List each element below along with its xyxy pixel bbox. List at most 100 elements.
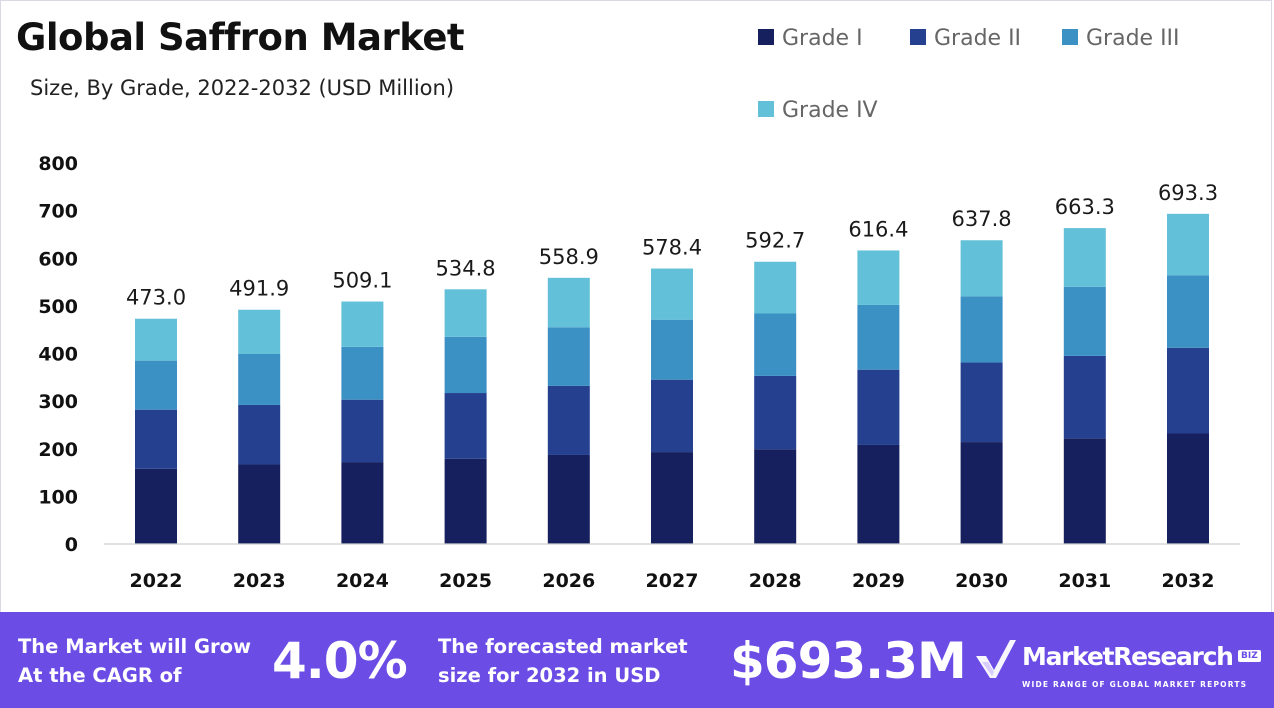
bar-segment-grade-i <box>1167 433 1209 544</box>
y-tick-label: 100 <box>38 486 78 508</box>
y-tick-label: 600 <box>38 248 78 270</box>
forecast-label: The forecasted market size for 2032 in U… <box>438 632 688 690</box>
bar-segment-grade-iv <box>960 240 1003 297</box>
bar-segment-grade-iii <box>1063 286 1106 356</box>
bar-segment-grade-iv <box>238 309 281 354</box>
cagr-label-line2: At the CAGR of <box>18 664 182 687</box>
bar-segment-grade-iv <box>135 318 177 361</box>
bar-segment-grade-i <box>960 442 1003 544</box>
brand-tagline: WIDE RANGE OF GLOBAL MARKET REPORTS <box>1022 680 1248 689</box>
bar-segment-grade-iii <box>754 313 797 376</box>
bar-total-label: 473.0 <box>126 286 186 310</box>
bar-total-label: 578.4 <box>642 236 702 260</box>
bar-segment-grade-ii <box>960 362 1003 443</box>
bar-total-label: 693.3 <box>1158 181 1218 205</box>
bar-segment-grade-i <box>238 464 281 544</box>
x-tick-label: 2026 <box>542 570 595 592</box>
bar-total-label: 592.7 <box>745 229 805 253</box>
bar-segment-grade-ii <box>341 399 384 463</box>
chart-subtitle: Size, By Grade, 2022-2032 (USD Million) <box>30 76 455 100</box>
y-tick-label: 200 <box>38 439 78 461</box>
bar-total-label: 663.3 <box>1055 195 1115 219</box>
y-tick-label: 400 <box>38 344 78 366</box>
x-tick-label: 2027 <box>646 570 699 592</box>
legend-swatch <box>1062 29 1078 45</box>
bar-total-labels: 473.0 491.9 509.1 534.8 558.9 578.4 592.7 616.4… <box>126 181 1218 310</box>
x-tick-label: 2029 <box>852 570 905 592</box>
legend: Grade I Grade II Grade III Grade IV <box>758 26 1180 123</box>
bar-segment-grade-iii <box>444 336 487 394</box>
bar-segment-grade-iv <box>1167 213 1209 276</box>
bar-total-label: 534.8 <box>436 256 496 280</box>
x-tick-label: 2022 <box>130 570 183 592</box>
bars <box>135 213 1209 544</box>
legend-label: Grade III <box>1086 26 1180 51</box>
bar-segment-grade-iv <box>444 289 487 337</box>
bar-total-label: 637.8 <box>952 207 1012 231</box>
y-tick-label: 700 <box>38 201 78 223</box>
bar-segment-grade-i <box>754 449 797 544</box>
bar-segment-grade-iii <box>960 296 1003 363</box>
brand-tag: BIZ <box>1238 650 1261 662</box>
x-tick-label: 2030 <box>955 570 1008 592</box>
legend-swatch <box>758 101 774 117</box>
legend-label: Grade I <box>782 26 863 51</box>
bar-total-label: 616.4 <box>848 217 908 241</box>
bar-segment-grade-iv <box>857 250 900 305</box>
x-axis: 2022 2023 2024 2025 2026 2027 2028 2029 2030 2031… <box>104 543 1240 592</box>
x-tick-label: 2031 <box>1058 570 1111 592</box>
y-tick-label: 500 <box>38 296 78 318</box>
y-tick-label: 800 <box>38 153 78 175</box>
y-tick-label: 300 <box>38 391 78 413</box>
legend-label: Grade II <box>934 26 1021 51</box>
bar-segment-grade-ii <box>444 393 487 459</box>
bar-segment-grade-ii <box>135 409 177 469</box>
bar-segment-grade-i <box>651 452 693 544</box>
bar-segment-grade-iii <box>238 353 281 405</box>
bar-segment-grade-iv <box>754 261 797 314</box>
bar-segment-grade-iv <box>341 301 384 347</box>
brand-name: MarketResearch <box>1022 642 1234 671</box>
bar-segment-grade-iv <box>651 268 693 320</box>
cagr-label: The Market will Grow At the CAGR of <box>18 632 251 690</box>
bar-segment-grade-ii <box>1063 355 1106 439</box>
bar-total-label: 491.9 <box>229 277 289 301</box>
x-tick-label: 2023 <box>233 570 286 592</box>
bar-segment-grade-i <box>135 468 177 544</box>
bar-segment-grade-ii <box>754 375 797 450</box>
bar-segment-grade-i <box>547 454 590 544</box>
bar-segment-grade-ii <box>1167 347 1209 434</box>
y-tick-label: 0 <box>65 534 78 556</box>
forecast-value: $693.3M <box>730 632 967 690</box>
bar-segment-grade-iii <box>1167 275 1209 348</box>
chart-title: Global Saffron Market <box>16 16 465 59</box>
bar-segment-grade-ii <box>857 369 900 445</box>
bar-segment-grade-ii <box>651 379 693 453</box>
bar-total-label: 509.1 <box>332 269 392 293</box>
brand-logo-icon <box>976 640 1016 678</box>
bar-segment-grade-iv <box>547 277 590 328</box>
bar-segment-grade-iii <box>547 327 590 386</box>
bar-segment-grade-ii <box>547 385 590 455</box>
bar-segment-grade-iii <box>135 360 177 410</box>
x-tick-label: 2032 <box>1162 570 1215 592</box>
bar-segment-grade-i <box>341 462 384 544</box>
bar-segment-grade-i <box>444 458 487 544</box>
bar-segment-grade-iii <box>857 304 900 370</box>
cagr-value: 4.0% <box>272 632 408 690</box>
bar-total-label: 558.9 <box>539 245 599 269</box>
forecast-label-line1: The forecasted market <box>438 635 688 658</box>
bar-segment-grade-i <box>857 444 900 544</box>
bar-segment-grade-ii <box>238 404 281 465</box>
footer-banner: The Market will Grow At the CAGR of 4.0%… <box>0 612 1274 708</box>
x-tick-label: 2025 <box>439 570 492 592</box>
cagr-label-line1: The Market will Grow <box>18 635 252 658</box>
bar-segment-grade-iii <box>341 346 384 400</box>
bar-segment-grade-i <box>1063 438 1106 544</box>
bar-segment-grade-iii <box>651 319 693 380</box>
x-tick-label: 2028 <box>749 570 802 592</box>
legend-swatch <box>758 29 774 45</box>
bar-segment-grade-iv <box>1063 228 1106 287</box>
x-tick-label: 2024 <box>336 570 389 592</box>
y-axis: 0 100 200 300 400 500 600 700 800 <box>38 153 78 556</box>
